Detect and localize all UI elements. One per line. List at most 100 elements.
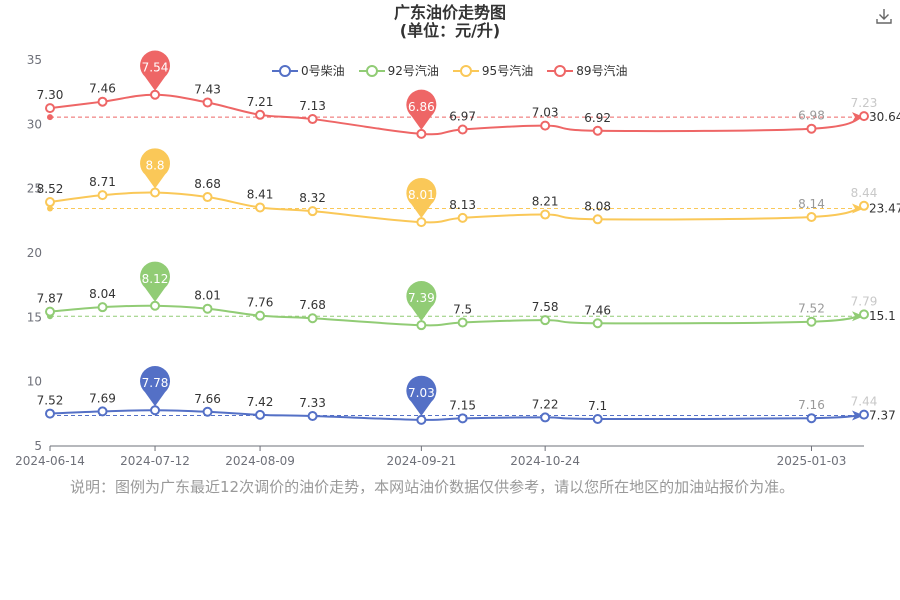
data-point [307,206,318,217]
min-marker-label: 7.39 [408,291,435,305]
data-label: 7.68 [299,298,326,312]
data-point [202,303,213,314]
data-label: 7.52 [37,394,64,408]
data-point [592,125,603,136]
data-label: 8.71 [89,175,116,189]
data-label: 7.22 [532,397,559,411]
data-point [540,120,551,131]
legend-swatch [452,64,479,77]
data-point [307,114,318,125]
min-marker-label: 8.01 [408,188,435,202]
max-marker-shape [140,50,171,91]
max-marker: 8.8 [140,148,171,189]
download-icon[interactable] [874,6,894,26]
data-label: 8.13 [449,198,476,212]
max-marker: 7.78 [140,366,171,407]
y-tick-label: 20 [27,246,42,260]
average-value-label: 7.37 [869,408,896,422]
data-point [45,306,55,317]
data-point [457,413,468,424]
data-label: 7.44 [851,395,878,409]
data-point [416,217,427,228]
data-point [150,300,161,311]
legend-label: 92号汽油 [387,64,439,78]
data-point [859,409,869,420]
series-3: 30.64 7.30 7.46 7.43 7.21 7.13 6.97 7.03 6.92 6.9… [37,82,900,139]
legend-swatch [547,64,574,77]
legend-item-0[interactable]: 0号柴油 [272,62,345,79]
chart-title-unit: (单位：元/升) [399,21,501,40]
x-tick-label: 2024-09-21 [386,454,456,468]
data-point [45,103,55,114]
max-marker-label: 8.8 [145,159,164,173]
data-label: 7.87 [37,292,64,306]
average-line-start [47,205,53,212]
data-label: 7.66 [194,392,221,406]
series-0: 7.37 7.52 7.69 7.66 7.42 7.33 7.15 7.22 7.1 7.16 7… [37,391,896,425]
data-point [97,96,108,107]
data-label: 7.43 [194,82,221,96]
legend-item-3[interactable]: 89号汽油 [547,62,627,79]
data-point [540,315,551,326]
data-label: 8.41 [247,187,274,201]
y-tick-label: 15 [27,310,42,324]
series-1: 15.1 7.87 8.04 8.01 7.76 7.68 7.5 7.58 7.46 7.52 7… [37,287,896,331]
data-label: 7.33 [299,396,326,410]
legend-swatch [272,64,298,77]
download-icon-graphic [876,9,892,24]
y-tick-label: 30 [27,117,42,131]
data-point [307,313,318,324]
data-point [97,406,108,417]
min-marker-shape [406,375,437,416]
data-point [457,124,468,135]
data-point [45,408,55,419]
min-marker: 6.86 [406,89,437,130]
data-point [255,409,266,420]
data-label: 6.97 [449,109,476,123]
average-value-label: 30.64 [869,110,900,124]
data-point [307,411,318,422]
min-marker-label: 7.03 [408,386,435,400]
data-point [592,214,603,225]
legend-label: 95号汽油 [481,64,534,78]
data-point [806,123,817,134]
data-point [806,211,817,222]
legend-item-2[interactable]: 95号汽油 [452,62,534,79]
data-point [255,310,266,321]
data-point [255,109,266,120]
x-tick-label: 2024-07-12 [120,454,190,468]
data-label: 8.52 [37,182,64,196]
data-point [806,413,817,424]
min-marker-shape [406,177,437,219]
data-label: 8.68 [194,177,221,191]
max-marker: 7.54 [140,50,171,91]
data-label: 7.46 [89,82,116,96]
x-tick-label: 2025-01-03 [777,454,847,468]
max-marker-shape [140,366,171,407]
data-label: 7.30 [37,88,64,102]
data-point [150,89,161,100]
data-label: 8.44 [851,186,878,200]
chart-title: 广东油价走势图 (单位：元/升) [0,4,900,40]
data-label: 7.23 [851,96,878,110]
x-tick-label: 2024-10-24 [510,454,580,468]
data-label: 7.58 [532,300,559,314]
data-point [457,212,468,223]
data-label: 8.04 [89,287,116,301]
chart-note: 说明：图例为广东最近12次调价的油价走势，本网站油价数据仅供参考，请以您所在地区… [70,478,795,496]
data-point [457,317,468,328]
data-point [416,320,427,331]
legend-item-1[interactable]: 92号汽油 [358,62,439,79]
data-label: 8.21 [532,195,559,209]
max-marker-label: 7.54 [142,61,169,75]
data-point [540,412,551,423]
data-label: 7.42 [247,395,274,409]
data-label: 7.03 [532,106,559,120]
data-point [45,197,55,208]
min-marker-shape [406,281,437,322]
max-marker: 8.12 [140,261,171,302]
data-label: 7.15 [449,398,476,412]
data-label: 7.13 [299,99,326,113]
data-point [97,302,108,313]
